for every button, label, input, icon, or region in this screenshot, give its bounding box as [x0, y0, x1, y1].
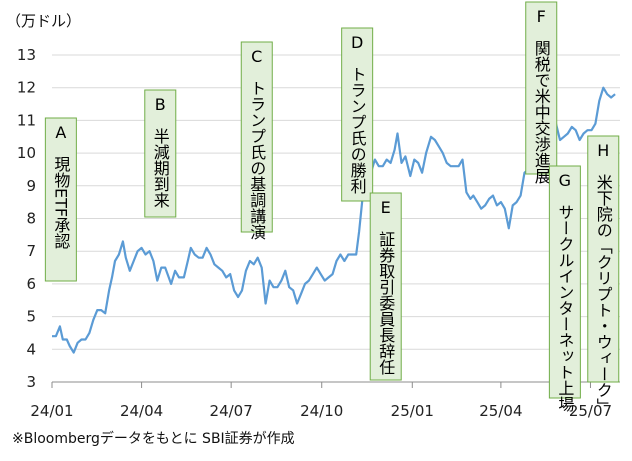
y-tick-label: 6 [26, 275, 36, 293]
y-tick-label: 9 [26, 177, 36, 195]
annotation-text: 米下院の「クリプト・ウィーク」 [594, 174, 613, 414]
annotation-a: A 現物ETF承認 [45, 118, 76, 281]
y-unit-label: （万ドル） [6, 12, 81, 30]
y-tick-label: 3 [26, 373, 36, 391]
annotation-text: 証券取引委員長辞任 [376, 231, 395, 375]
y-tick-label: 11 [17, 111, 36, 129]
annotation-letter: H [597, 141, 609, 160]
x-tick-label: 24/01 [30, 402, 73, 420]
annotation-letter: C [251, 47, 262, 66]
annotation-text: 半減期到来 [151, 128, 170, 208]
annotation-letter: D [351, 33, 363, 52]
annotation-letter: A [55, 123, 66, 142]
annotation-e: E 証券取引委員長辞任 [370, 193, 401, 380]
annotation-letter: E [381, 198, 391, 217]
y-tick-label: 10 [17, 144, 36, 162]
y-tick-label: 7 [26, 242, 36, 260]
annotation-d: D トランプ氏の勝利 [342, 28, 373, 201]
y-tick-label: 8 [26, 210, 36, 228]
y-tick-label: 4 [26, 340, 36, 358]
annotations: A 現物ETF承認 B 半減期到来 C トランプ氏の基調講演 D トランプ氏の勝利 E 証券取引委… [45, 2, 618, 414]
annotation-c: C トランプ氏の基調講演 [241, 42, 272, 240]
y-tick-label: 12 [17, 79, 36, 97]
annotation-text: サークルインターネット上場 [555, 204, 574, 413]
annotation-text: 現物ETF承認 [51, 156, 70, 249]
annotation-letter: F [537, 7, 546, 26]
annotation-text: トランプ氏の基調講演 [247, 80, 266, 240]
x-tick-label: 24/10 [300, 402, 343, 420]
x-tick-label: 24/07 [210, 402, 253, 420]
annotation-f: F 関税で米中交渉進展 [526, 2, 557, 184]
y-axis-ticks: 3 4 5 6 7 8 9 10 11 12 13 [17, 46, 36, 391]
x-tick-label: 24/04 [120, 402, 163, 420]
annotation-text: 関税で米中交渉進展 [532, 40, 551, 184]
x-tick-label: 25/04 [479, 402, 522, 420]
annotation-letter: G [559, 171, 571, 190]
y-tick-label: 5 [26, 308, 36, 326]
source-note: ※Bloombergデータをもとに SBI証券が作成 [12, 428, 295, 448]
x-axis-ticks: 24/01 24/04 24/07 24/10 25/01 25/04 25/07 [30, 382, 612, 420]
annotation-text: トランプ氏の勝利 [348, 66, 367, 194]
annotation-h: H 米下院の「クリプト・ウィーク」 [588, 136, 619, 414]
annotation-b: B 半減期到来 [145, 90, 176, 217]
annotation-letter: B [155, 95, 166, 114]
annotation-g: G サークルインターネット上場 [549, 166, 580, 413]
x-tick-label: 25/01 [391, 402, 434, 420]
y-tick-label: 13 [17, 46, 36, 64]
